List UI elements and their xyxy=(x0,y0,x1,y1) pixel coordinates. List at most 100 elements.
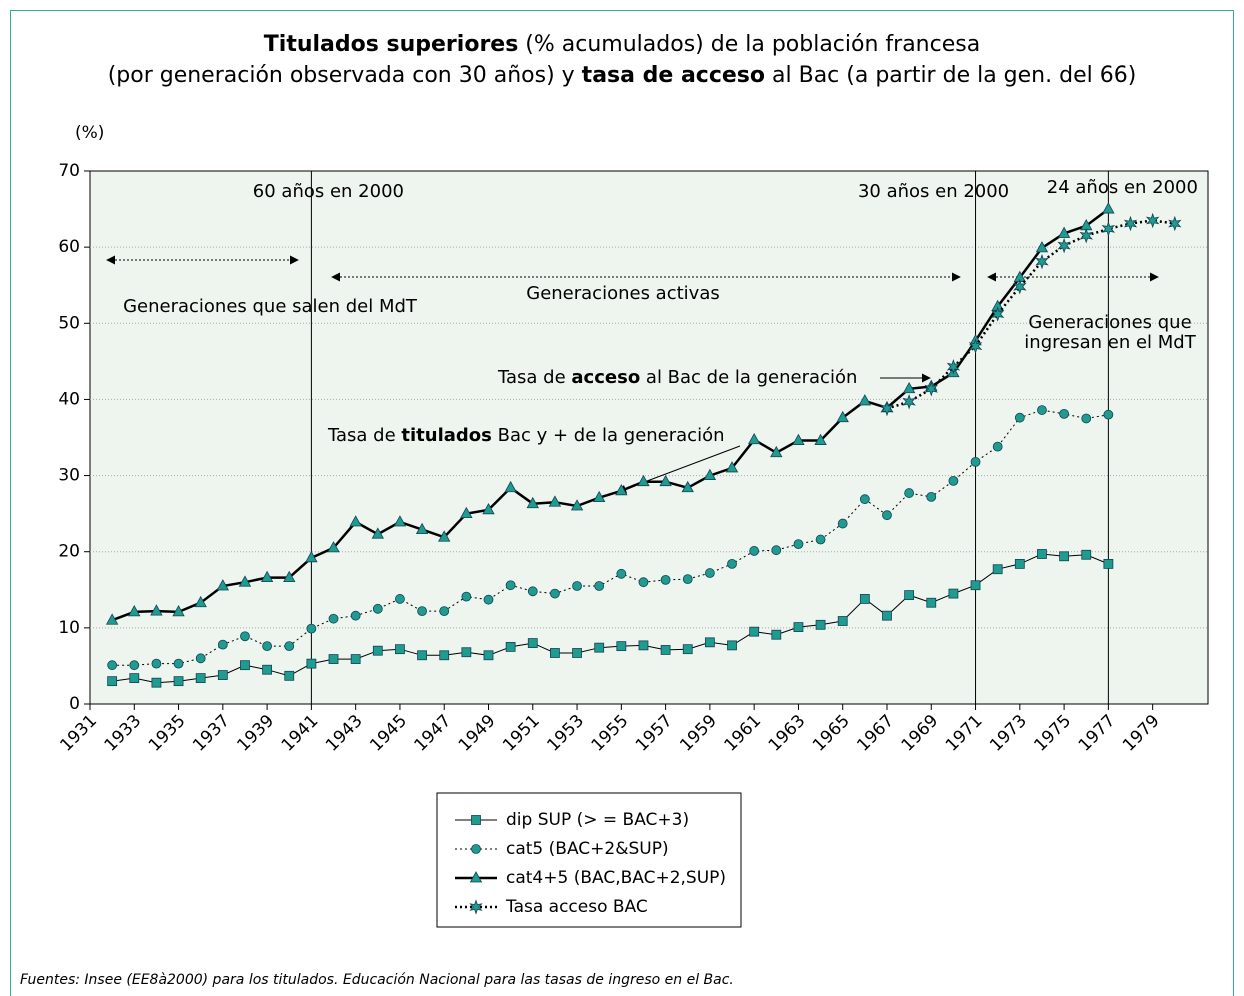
legend-label: cat4+5 (BAC,BAC+2,SUP) xyxy=(506,868,726,888)
marker xyxy=(926,597,937,608)
series-line xyxy=(112,553,1109,684)
reference-label: 30 años en 2000 xyxy=(858,181,1009,202)
marker xyxy=(836,410,849,423)
legend-marker xyxy=(471,844,481,854)
y-tick-label: 30 xyxy=(58,466,80,486)
marker xyxy=(859,494,870,505)
marker xyxy=(1035,241,1049,253)
x-tick-label: 1979 xyxy=(1119,711,1164,756)
marker xyxy=(902,381,916,394)
marker xyxy=(771,629,782,640)
marker xyxy=(704,637,715,648)
legend-label: dip SUP (> = BAC+3) xyxy=(506,810,689,830)
marker xyxy=(150,604,163,616)
marker xyxy=(904,590,915,601)
marker xyxy=(415,522,429,535)
marker xyxy=(217,639,228,650)
series-line xyxy=(111,208,1110,622)
marker xyxy=(194,595,207,608)
marker xyxy=(151,658,162,669)
chart-title: Titulados superiores (% acumulados) de l… xyxy=(264,32,980,57)
marker xyxy=(173,658,184,669)
callout-part: titulados xyxy=(401,425,491,446)
marker xyxy=(902,393,916,410)
marker xyxy=(704,568,715,578)
marker xyxy=(1101,221,1116,237)
region-label: Generaciones que xyxy=(1028,312,1191,333)
marker xyxy=(660,645,671,655)
marker xyxy=(858,394,872,406)
y-tick-label: 40 xyxy=(58,389,80,409)
marker xyxy=(968,338,983,354)
x-tick-label: 1953 xyxy=(543,711,588,756)
marker xyxy=(725,461,739,473)
marker xyxy=(438,530,451,542)
marker xyxy=(814,433,827,445)
chart-title: (por generación observada con 30 años) y… xyxy=(108,63,1137,88)
marker xyxy=(1103,558,1114,569)
marker xyxy=(792,433,805,445)
marker xyxy=(461,647,472,658)
marker xyxy=(727,558,737,569)
y-axis-label: (%) xyxy=(75,123,104,143)
marker xyxy=(1057,226,1071,238)
marker xyxy=(703,468,717,480)
marker xyxy=(284,641,295,652)
marker xyxy=(1168,215,1182,232)
x-tick-label: 1939 xyxy=(233,711,278,756)
region-label: ingresan en el MdT xyxy=(1024,332,1196,353)
marker xyxy=(882,610,892,621)
marker xyxy=(948,588,959,599)
marker xyxy=(749,546,760,556)
region-label: Generaciones que salen del MdT xyxy=(123,296,418,317)
y-tick-label: 60 xyxy=(58,237,80,257)
marker xyxy=(306,658,317,669)
reference-label: 60 años en 2000 xyxy=(253,181,404,202)
marker xyxy=(659,474,672,487)
marker xyxy=(505,641,516,652)
legend-marker xyxy=(469,899,483,915)
marker xyxy=(105,613,119,625)
marker xyxy=(1013,278,1027,295)
legend xyxy=(436,792,742,928)
marker xyxy=(1059,408,1069,419)
x-tick-label: 1971 xyxy=(942,711,987,756)
marker xyxy=(1014,412,1025,423)
legend-label: Tasa acceso BAC xyxy=(505,897,648,917)
x-tick-label: 1931 xyxy=(56,711,101,756)
marker xyxy=(637,474,650,487)
region-label: Generaciones activas xyxy=(526,283,719,304)
marker xyxy=(747,432,761,445)
y-tick-label: 50 xyxy=(58,313,80,333)
marker xyxy=(1014,558,1025,569)
marker xyxy=(328,613,339,624)
x-tick-label: 1973 xyxy=(986,711,1031,756)
marker xyxy=(240,660,250,671)
marker xyxy=(129,660,140,671)
x-tick-label: 1955 xyxy=(588,711,633,756)
marker xyxy=(327,541,340,553)
marker xyxy=(1035,253,1049,270)
y-tick-label: 70 xyxy=(58,161,80,181)
x-tick-label: 1975 xyxy=(1030,711,1075,756)
marker xyxy=(548,495,562,507)
source: Fuentes: Insee (EE8à2000) para los titul… xyxy=(20,972,734,988)
marker xyxy=(240,631,250,642)
marker xyxy=(638,640,649,651)
marker xyxy=(1057,237,1071,254)
x-tick-label: 1941 xyxy=(278,711,323,756)
x-tick-label: 1961 xyxy=(720,711,765,756)
x-tick-label: 1951 xyxy=(499,711,544,756)
marker xyxy=(1103,409,1114,420)
chart-title-part: (por generación observada con 30 años) y xyxy=(108,63,582,88)
marker xyxy=(217,670,228,680)
y-tick-label: 10 xyxy=(58,618,80,638)
x-tick-label: 1947 xyxy=(411,711,456,756)
marker xyxy=(283,570,296,583)
x-tick-label: 1959 xyxy=(676,711,721,756)
marker xyxy=(1079,227,1093,244)
marker xyxy=(1037,405,1047,415)
marker xyxy=(793,539,804,549)
marker xyxy=(527,586,538,597)
callout: Tasa de titulados Bac y + de la generaci… xyxy=(327,425,725,446)
